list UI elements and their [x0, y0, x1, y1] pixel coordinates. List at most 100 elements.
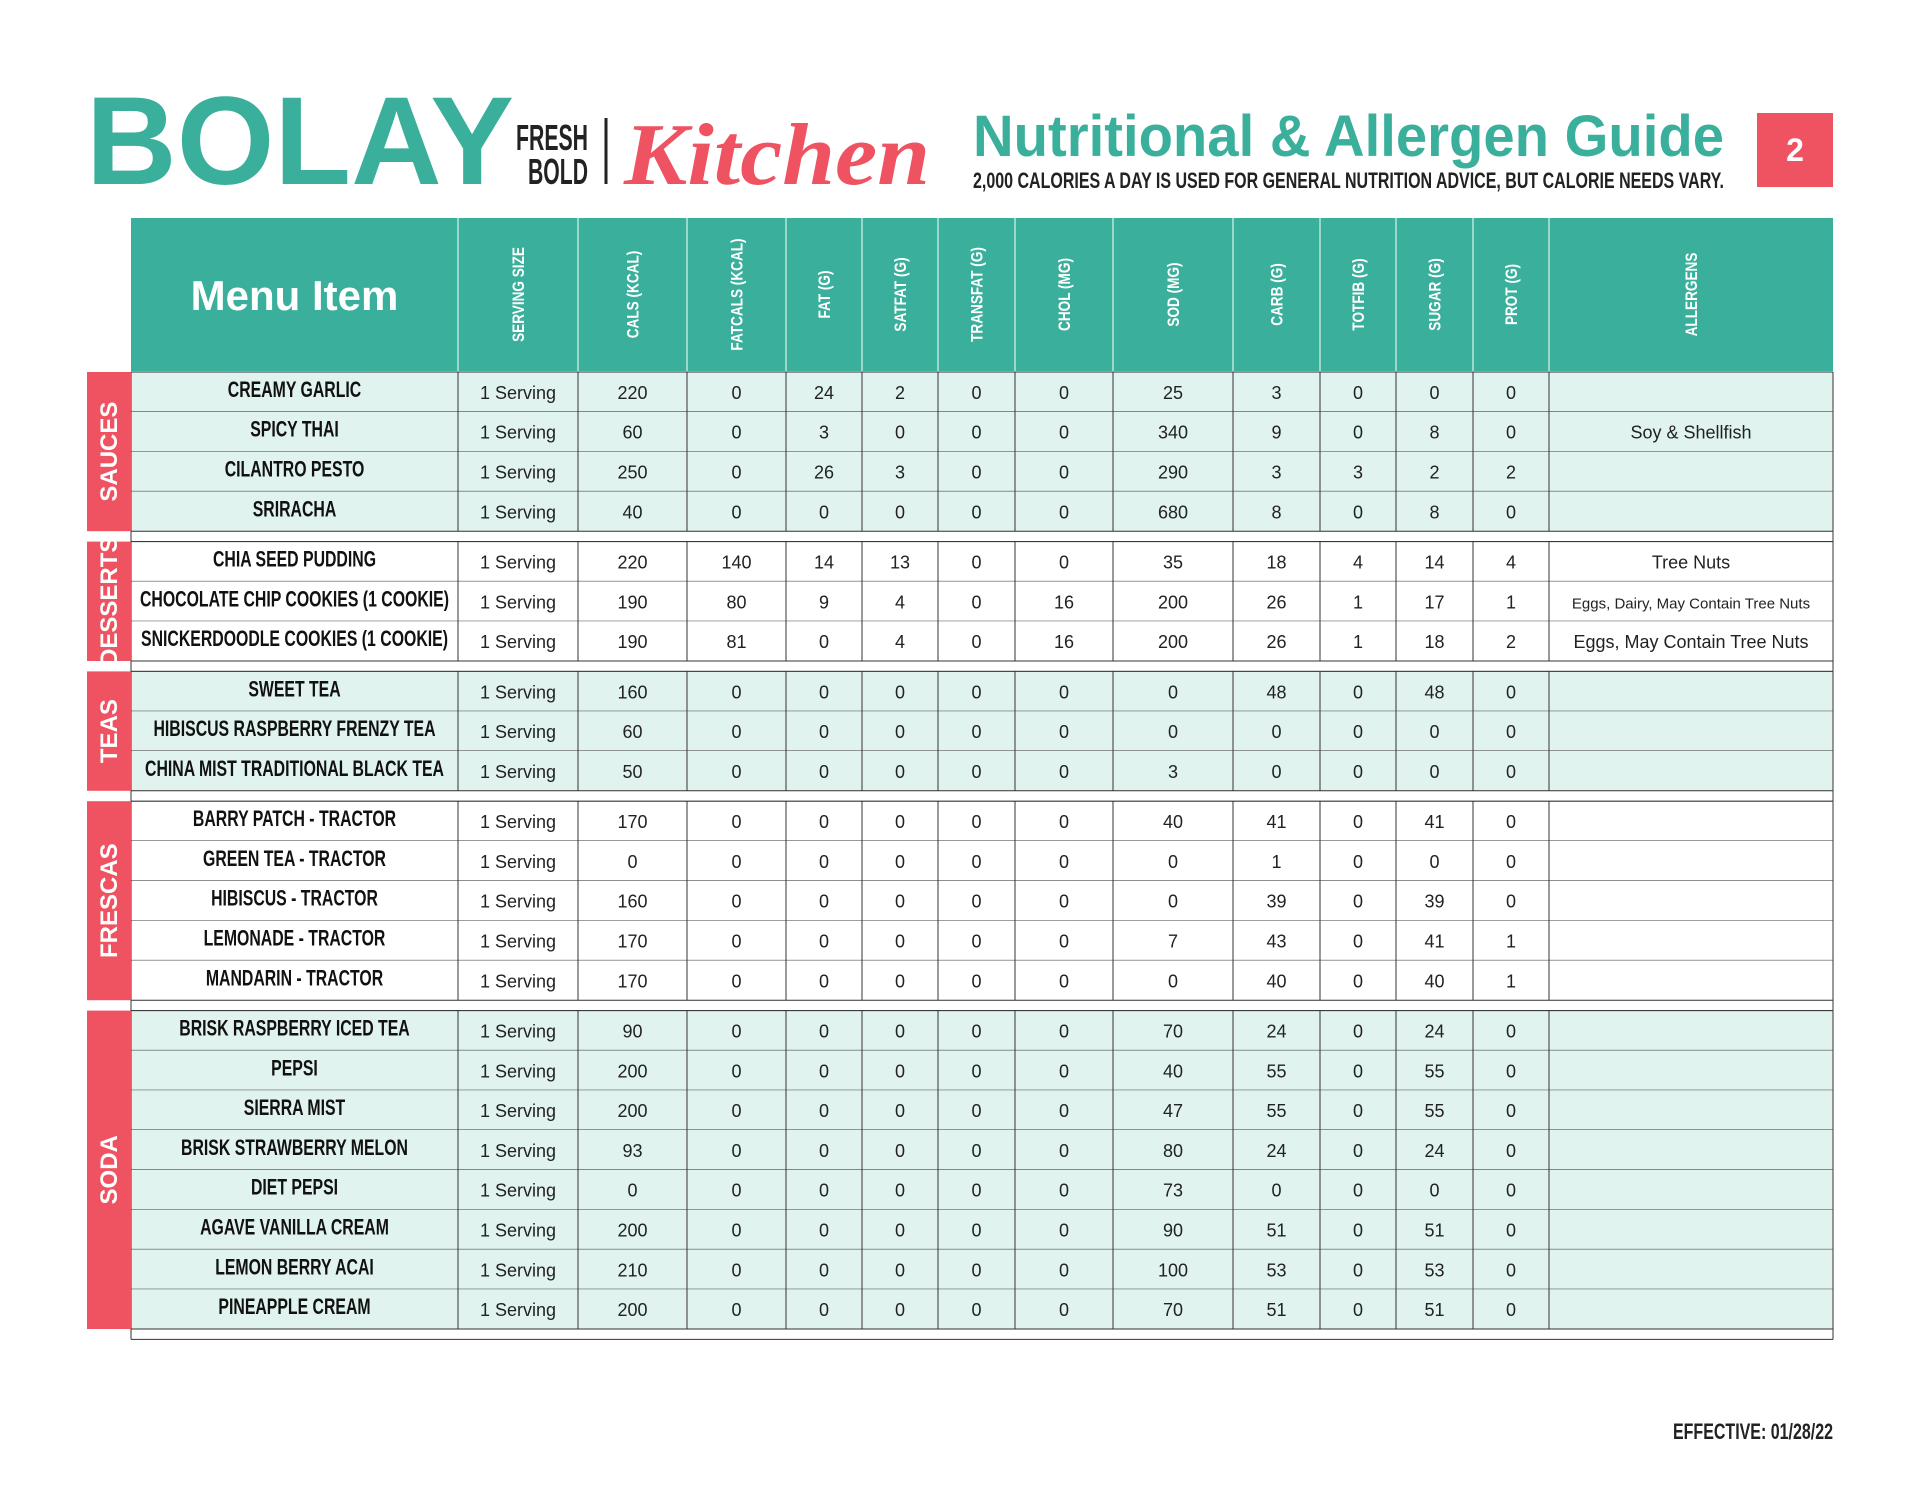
column-header: FATCALS (KCAL) — [728, 238, 747, 350]
value-cell: 17 — [1424, 592, 1444, 612]
menu-item: PINEAPPLE CREAM — [218, 1296, 370, 1320]
value-cell: 4 — [1506, 553, 1516, 573]
value-cell: 0 — [819, 632, 829, 652]
value-cell: 14 — [814, 553, 834, 573]
value-cell: 0 — [895, 1260, 905, 1280]
value-cell: 1 Serving — [480, 1141, 556, 1161]
column-header: PROT (G) — [1503, 264, 1522, 325]
column-header: Menu Item — [191, 272, 399, 319]
value-cell: 60 — [622, 722, 642, 742]
section-label: SODA — [96, 1135, 123, 1204]
value-cell: 1 Serving — [480, 1022, 556, 1042]
value-cell: 200 — [617, 1101, 647, 1121]
value-cell: 0 — [731, 1061, 741, 1081]
value-cell: 0 — [1506, 722, 1516, 742]
section-band — [87, 1010, 131, 1329]
row-background — [131, 1289, 1833, 1329]
value-cell: 53 — [1424, 1260, 1444, 1280]
value-cell: 0 — [1506, 1260, 1516, 1280]
value-cell: 1 — [1506, 971, 1516, 991]
row-background — [131, 880, 1833, 921]
value-cell: 0 — [1506, 1061, 1516, 1081]
value-cell: 13 — [890, 553, 910, 573]
value-cell: 0 — [971, 553, 981, 573]
value-cell: 2 — [1506, 632, 1516, 652]
guide-subtitle: 2,000 CALORIES A DAY IS USED FOR GENERAL… — [973, 168, 1724, 193]
value-cell: 90 — [1163, 1221, 1183, 1241]
value-cell: 0 — [1353, 1022, 1363, 1042]
value-cell: 0 — [819, 682, 829, 702]
value-cell: 200 — [617, 1061, 647, 1081]
value-cell: 1 Serving — [480, 632, 556, 652]
value-cell: 680 — [1158, 502, 1188, 522]
value-cell: 0 — [1059, 383, 1069, 403]
column-header: SUGAR (G) — [1426, 258, 1445, 330]
value-cell: 0 — [819, 892, 829, 912]
row-background — [131, 960, 1833, 1001]
row-background — [131, 1050, 1833, 1091]
value-cell: 1 Serving — [480, 762, 556, 782]
value-cell: 1 Serving — [480, 553, 556, 573]
value-cell: 0 — [1353, 852, 1363, 872]
menu-item: LEMONADE - TRACTOR — [204, 927, 386, 951]
row-background — [131, 920, 1833, 961]
value-cell: 26 — [814, 463, 834, 483]
value-cell: 51 — [1424, 1221, 1444, 1241]
value-cell: 51 — [1266, 1221, 1286, 1241]
value-cell: 0 — [731, 1022, 741, 1042]
value-cell: 1 Serving — [480, 592, 556, 612]
value-cell: 0 — [1168, 892, 1178, 912]
value-cell: 40 — [1266, 971, 1286, 991]
value-cell: 220 — [617, 383, 647, 403]
value-cell: 1 — [1353, 592, 1363, 612]
value-cell: 0 — [971, 592, 981, 612]
value-cell: 1 — [1506, 592, 1516, 612]
value-cell: 0 — [731, 852, 741, 872]
value-cell: 0 — [731, 423, 741, 443]
value-cell: 18 — [1424, 632, 1444, 652]
value-cell: 4 — [1353, 553, 1363, 573]
value-cell: 0 — [1353, 932, 1363, 952]
value-cell: 0 — [971, 1022, 981, 1042]
value-cell: 0 — [1059, 1181, 1069, 1201]
value-cell: 0 — [819, 971, 829, 991]
value-cell: 0 — [895, 502, 905, 522]
value-cell: 1 Serving — [480, 383, 556, 403]
value-cell: 170 — [617, 971, 647, 991]
value-cell: 3 — [1353, 463, 1363, 483]
value-cell: 9 — [1271, 423, 1281, 443]
allergen-cell: Eggs, Dairy, May Contain Tree Nuts — [1572, 595, 1810, 612]
value-cell: 0 — [731, 1141, 741, 1161]
value-cell: 3 — [1168, 762, 1178, 782]
value-cell: 0 — [731, 1221, 741, 1241]
value-cell: 0 — [895, 423, 905, 443]
value-cell: 0 — [1506, 1022, 1516, 1042]
value-cell: 0 — [895, 971, 905, 991]
value-cell: 200 — [617, 1300, 647, 1320]
value-cell: 8 — [1271, 502, 1281, 522]
value-cell: 0 — [1059, 1260, 1069, 1280]
row-background — [131, 491, 1833, 532]
page-badge — [1757, 113, 1833, 187]
value-cell: 0 — [1353, 1141, 1363, 1161]
value-cell: 0 — [819, 1061, 829, 1081]
value-cell: 51 — [1266, 1300, 1286, 1320]
menu-item: HIBISCUS RASPBERRY FRENZY TEA — [153, 718, 435, 742]
menu-item: BRISK RASPBERRY ICED TEA — [179, 1017, 410, 1041]
value-cell: 41 — [1424, 812, 1444, 832]
value-cell: 0 — [819, 1181, 829, 1201]
value-cell: 0 — [1353, 682, 1363, 702]
column-header: TOTFIB (G) — [1350, 258, 1369, 330]
value-cell: 18 — [1266, 553, 1286, 573]
value-cell: 0 — [731, 1101, 741, 1121]
value-cell: 0 — [1059, 1141, 1069, 1161]
value-cell: 24 — [814, 383, 834, 403]
value-cell: 0 — [819, 762, 829, 782]
value-cell: 2 — [895, 383, 905, 403]
value-cell: 14 — [1424, 553, 1444, 573]
allergen-cell: Eggs, May Contain Tree Nuts — [1573, 632, 1808, 652]
menu-item: SIERRA MIST — [244, 1097, 346, 1121]
menu-item: CILANTRO PESTO — [225, 458, 365, 482]
column-header: SERVING SIZE — [510, 247, 529, 342]
